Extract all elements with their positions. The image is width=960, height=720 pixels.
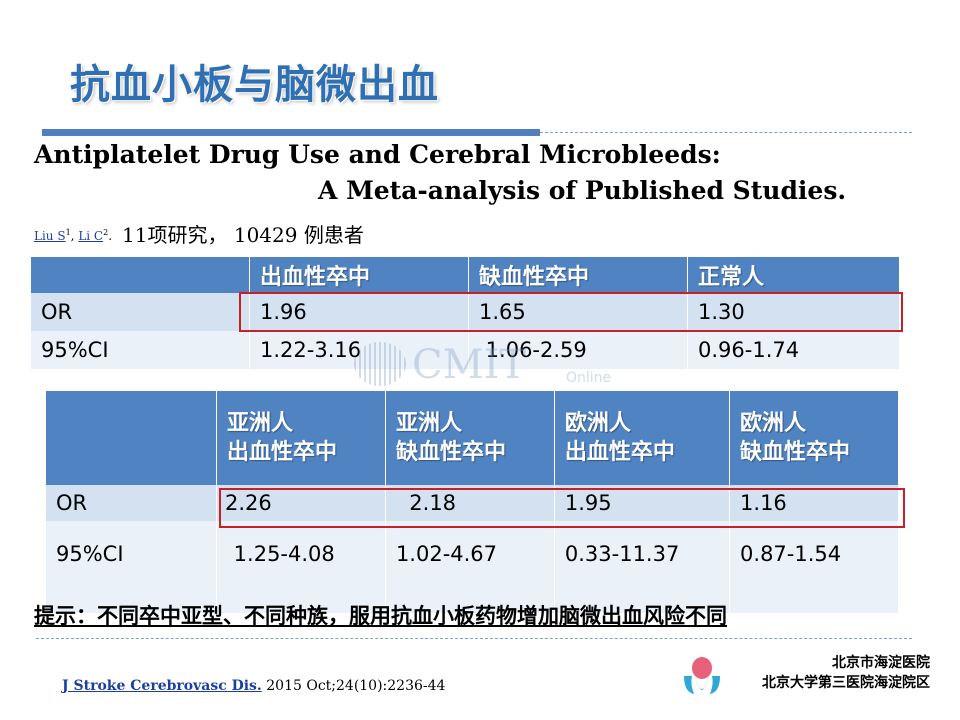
author-link-1[interactable]: Liu S bbox=[34, 229, 66, 243]
title-dashed-divider bbox=[540, 132, 912, 133]
table-cell: 1.25-4.08 bbox=[216, 521, 386, 613]
row-label: 95%CI bbox=[31, 331, 250, 369]
table-row: OR 1.96 1.65 1.30 bbox=[31, 293, 900, 331]
header-cell bbox=[31, 257, 250, 293]
table-cell: 1.06-2.59 bbox=[468, 331, 688, 369]
table-row: 95%CI 1.22-3.16 1.06-2.59 0.96-1.74 bbox=[31, 331, 900, 369]
author-affiliation-1: 1 bbox=[65, 228, 71, 237]
hospital-logo-icon bbox=[684, 657, 720, 694]
journal-citation: J Stroke Cerebrovasc Dis. 2015 Oct;24(10… bbox=[62, 678, 445, 694]
table-cell: 1.02-4.67 bbox=[385, 521, 555, 613]
header-line: 欧洲人 bbox=[740, 411, 807, 436]
study-summary: 11项研究， 10429 例患者 bbox=[122, 223, 364, 247]
paper-title-line1: Antiplatelet Drug Use and Cerebral Micro… bbox=[34, 140, 721, 169]
table-cell: 1.30 bbox=[687, 293, 900, 331]
table-cell: 1.65 bbox=[468, 293, 688, 331]
header-cell: 欧洲人 缺血性卒中 bbox=[729, 391, 899, 485]
globe-icon bbox=[354, 342, 406, 386]
header-line: 亚洲人 bbox=[227, 411, 294, 436]
header-cell: 亚洲人 缺血性卒中 bbox=[385, 391, 555, 485]
paper-title-line2: A Meta-analysis of Published Studies. bbox=[318, 176, 847, 205]
row-label: OR bbox=[46, 485, 217, 521]
table-cell: 0.96-1.74 bbox=[687, 331, 900, 369]
header-line: 缺血性卒中 bbox=[395, 440, 506, 465]
table-cell: 1.95 bbox=[554, 485, 731, 521]
citation-detail: 2015 Oct;24(10):2236-44 bbox=[261, 678, 446, 694]
table-cell: 0.33-11.37 bbox=[554, 521, 731, 613]
table-overall: 出血性卒中 缺血性卒中 正常人 OR 1.96 1.65 1.30 95%CI … bbox=[31, 257, 900, 369]
watermark-text: CMIT bbox=[412, 342, 527, 388]
header-cell bbox=[46, 391, 217, 485]
table-header-row: 亚洲人出血性卒中 亚洲人缺血性卒中 欧洲人出血性卒中 欧洲人缺血性卒中 bbox=[46, 391, 899, 485]
author-affiliation-2: 2 bbox=[103, 228, 109, 237]
header-cell: 亚洲人 出血性卒中 bbox=[216, 391, 386, 485]
title-underline-bar bbox=[42, 129, 540, 136]
table-row: OR 2.26 2.18 1.95 1.16 bbox=[46, 485, 899, 521]
key-takeaway: 提示：不同卒中亚型、不同种族，服用抗血小板药物增加脑微出血风险不同 bbox=[34, 604, 727, 628]
header-line: 缺血性卒中 bbox=[740, 440, 851, 465]
header-line: 欧洲人 bbox=[564, 411, 631, 436]
table-cell: 1.16 bbox=[729, 485, 899, 521]
hospital-name-1: 北京市海淀医院 bbox=[832, 655, 930, 671]
header-cell: 正常人 bbox=[687, 257, 900, 293]
table-row: 95%CI 1.25-4.08 1.02-4.67 0.33-11.37 0.8… bbox=[46, 521, 899, 613]
slide-title: 抗血小板与脑微出血 bbox=[70, 62, 439, 108]
table-cell: 2.18 bbox=[385, 485, 555, 521]
bottom-dashed-divider bbox=[36, 638, 912, 639]
or-highlight-box-2 bbox=[219, 488, 905, 528]
header-line: 出血性卒中 bbox=[227, 440, 338, 465]
cmit-watermark: CMIT Online bbox=[354, 340, 624, 390]
header-cell: 出血性卒中 bbox=[249, 257, 469, 293]
header-line: 出血性卒中 bbox=[564, 440, 675, 465]
table-by-ethnicity: 亚洲人出血性卒中 亚洲人缺血性卒中 欧洲人出血性卒中 欧洲人缺血性卒中 OR 2… bbox=[46, 391, 899, 613]
table-cell: 1.22-3.16 bbox=[249, 331, 469, 369]
or-highlight-box-1 bbox=[239, 292, 903, 332]
hospital-name-2: 北京大学第三医院海淀院区 bbox=[762, 675, 930, 691]
table-cell: 2.26 bbox=[216, 485, 386, 521]
row-label: OR bbox=[31, 293, 250, 331]
author-separator: , bbox=[70, 229, 79, 243]
header-line: 亚洲人 bbox=[395, 411, 462, 436]
author-link-2[interactable]: Li C bbox=[78, 229, 104, 243]
header-cell: 缺血性卒中 bbox=[468, 257, 688, 293]
header-cell: 欧洲人 出血性卒中 bbox=[554, 391, 731, 485]
journal-link[interactable]: J Stroke Cerebrovasc Dis. bbox=[62, 678, 262, 694]
table-cell: 1.96 bbox=[249, 293, 469, 331]
author-end: . bbox=[108, 229, 113, 243]
table-cell: 0.87-1.54 bbox=[729, 521, 899, 613]
authors-line: Liu S1, Li C2. 11项研究， 10429 例患者 bbox=[34, 219, 364, 248]
row-label: 95%CI bbox=[46, 521, 217, 613]
watermark-sub: Online bbox=[566, 370, 612, 386]
table-header-row: 出血性卒中 缺血性卒中 正常人 bbox=[31, 257, 900, 293]
